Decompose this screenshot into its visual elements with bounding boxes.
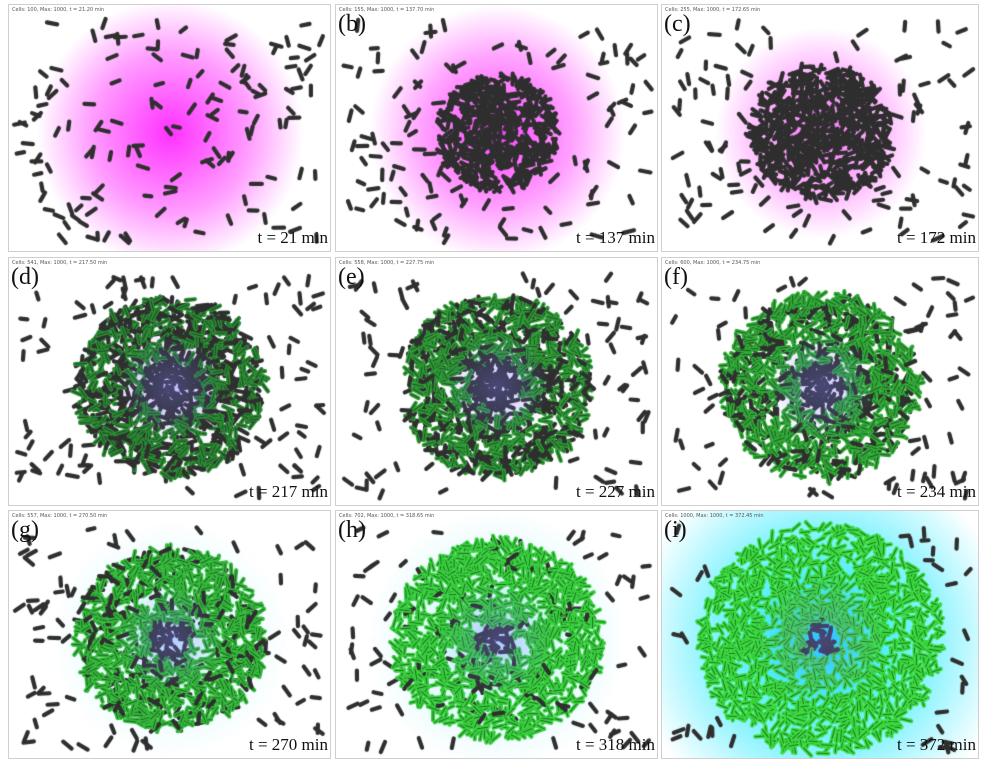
panel-letter: (b) [338, 11, 366, 37]
time-label: t = 318 min [575, 735, 655, 754]
panel-letter: (e) [338, 264, 365, 290]
simulation-canvas [9, 258, 330, 505]
status-header: Cells: 702, Max: 1000, t = 318.65 min [339, 513, 435, 519]
simulation-panel: Cells: 155, Max: 1000, t = 137.70 min (b… [335, 4, 658, 252]
simulation-panel: Cells: 557, Max: 1000, t = 270.50 min (g… [8, 510, 331, 759]
time-label: t = 270 min [248, 735, 328, 754]
panel-letter: (g) [11, 517, 39, 543]
panel-letter: (h) [338, 517, 366, 543]
simulation-canvas [662, 5, 978, 251]
status-header: Cells: 155, Max: 1000, t = 137.70 min [339, 7, 435, 13]
status-header: Cells: 100, Max: 1000, t = 21.20 min [12, 7, 105, 13]
simulation-canvas [662, 258, 978, 505]
status-header: Cells: 541, Max: 1000, t = 217.50 min [12, 260, 108, 266]
simulation-panel: Cells: 702, Max: 1000, t = 318.65 min (h… [335, 510, 658, 759]
panel-letter: (i) [664, 517, 687, 543]
panel-letter: (d) [11, 264, 39, 290]
status-header: Cells: 558, Max: 1000, t = 227.75 min [339, 260, 435, 266]
simulation-panel: Cells: 100, Max: 1000, t = 21.20 min t =… [8, 4, 331, 252]
status-header: Cells: 1000, Max: 1000, t = 372.45 min [665, 513, 764, 519]
time-label: t = 172 min [896, 228, 976, 247]
simulation-panel: Cells: 558, Max: 1000, t = 227.75 min (e… [335, 257, 658, 506]
panel-letter: (c) [664, 11, 691, 37]
simulation-canvas [336, 511, 657, 758]
simulation-canvas [336, 5, 657, 251]
time-label: t = 21 min [257, 228, 328, 247]
status-header: Cells: 255, Max: 1000, t = 172.65 min [665, 7, 761, 13]
simulation-panel: Cells: 1000, Max: 1000, t = 372.45 min (… [661, 510, 979, 759]
time-label: t = 137 min [575, 228, 655, 247]
time-label: t = 372 min [896, 735, 976, 754]
status-header: Cells: 557, Max: 1000, t = 270.50 min [12, 513, 108, 519]
simulation-panel: Cells: 541, Max: 1000, t = 217.50 min (d… [8, 257, 331, 506]
simulation-canvas [336, 258, 657, 505]
time-label: t = 227 min [575, 482, 655, 501]
simulation-panel: Cells: 600, Max: 1000, t = 234.75 min (f… [661, 257, 979, 506]
simulation-canvas [9, 511, 330, 758]
time-label: t = 234 min [896, 482, 976, 501]
simulation-canvas [662, 511, 978, 758]
panel-letter: (f) [664, 264, 688, 290]
status-header: Cells: 600, Max: 1000, t = 234.75 min [665, 260, 761, 266]
time-label: t = 217 min [248, 482, 328, 501]
simulation-canvas [9, 5, 330, 251]
simulation-panel: Cells: 255, Max: 1000, t = 172.65 min (c… [661, 4, 979, 252]
